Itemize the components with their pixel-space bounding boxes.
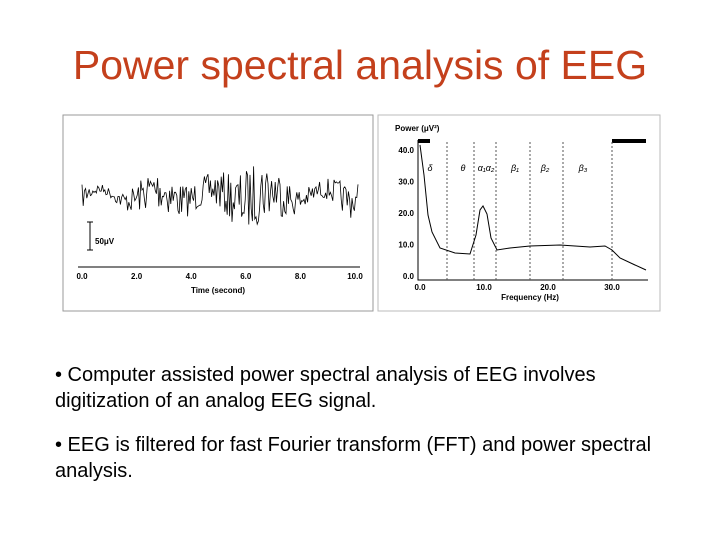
band-label: δ — [427, 163, 433, 173]
band-bar — [418, 139, 430, 143]
tick-label: 10.0 — [398, 241, 414, 250]
tick-label: 6.0 — [240, 272, 252, 281]
band-bar — [612, 139, 646, 143]
tick-label: 8.0 — [295, 272, 307, 281]
bullet: • Computer assisted power spectral analy… — [55, 364, 596, 412]
band-dividers — [446, 142, 613, 280]
band-label: β₁ — [510, 163, 519, 173]
tick-label: 30.0 — [604, 283, 620, 292]
scale-label: 50μV — [95, 237, 115, 246]
tick-label: 20.0 — [540, 283, 556, 292]
tick-label: 30.0 — [398, 178, 414, 187]
figure: 50μV Time (second) Power (μV²) Frequency… — [62, 114, 661, 312]
tick-label: 10.0 — [347, 272, 363, 281]
tick-label: 0.0 — [76, 272, 88, 281]
tick-label: 0.0 — [403, 272, 415, 281]
tick-label: 2.0 — [131, 272, 143, 281]
bullet: • EEG is filtered for fast Fourier trans… — [55, 434, 652, 482]
spectrum-panel — [377, 114, 661, 312]
spectrum-curve — [419, 144, 647, 271]
band-label: β₃ — [578, 163, 588, 173]
tick-label: 4.0 — [186, 272, 198, 281]
spectrum-axes — [417, 140, 648, 281]
x-axis-label: Time (second) — [191, 286, 245, 295]
scale-bar — [87, 221, 93, 251]
tick-label: 20.0 — [398, 209, 414, 218]
x-axis-label: Frequency (Hz) — [501, 293, 559, 302]
eeg-trace — [81, 166, 359, 226]
band-label: β₂ — [540, 163, 550, 173]
y-axis-label: Power (μV²) — [395, 124, 440, 133]
band-label: α₁α₂ — [478, 163, 495, 173]
tick-label: 0.0 — [414, 283, 426, 292]
eeg-panel — [62, 114, 374, 312]
tick-label: 10.0 — [476, 283, 492, 292]
band-label: θ — [461, 163, 466, 173]
tick-label: 40.0 — [398, 146, 414, 155]
slide-title: Power spectral analysis of EEG — [72, 42, 648, 88]
